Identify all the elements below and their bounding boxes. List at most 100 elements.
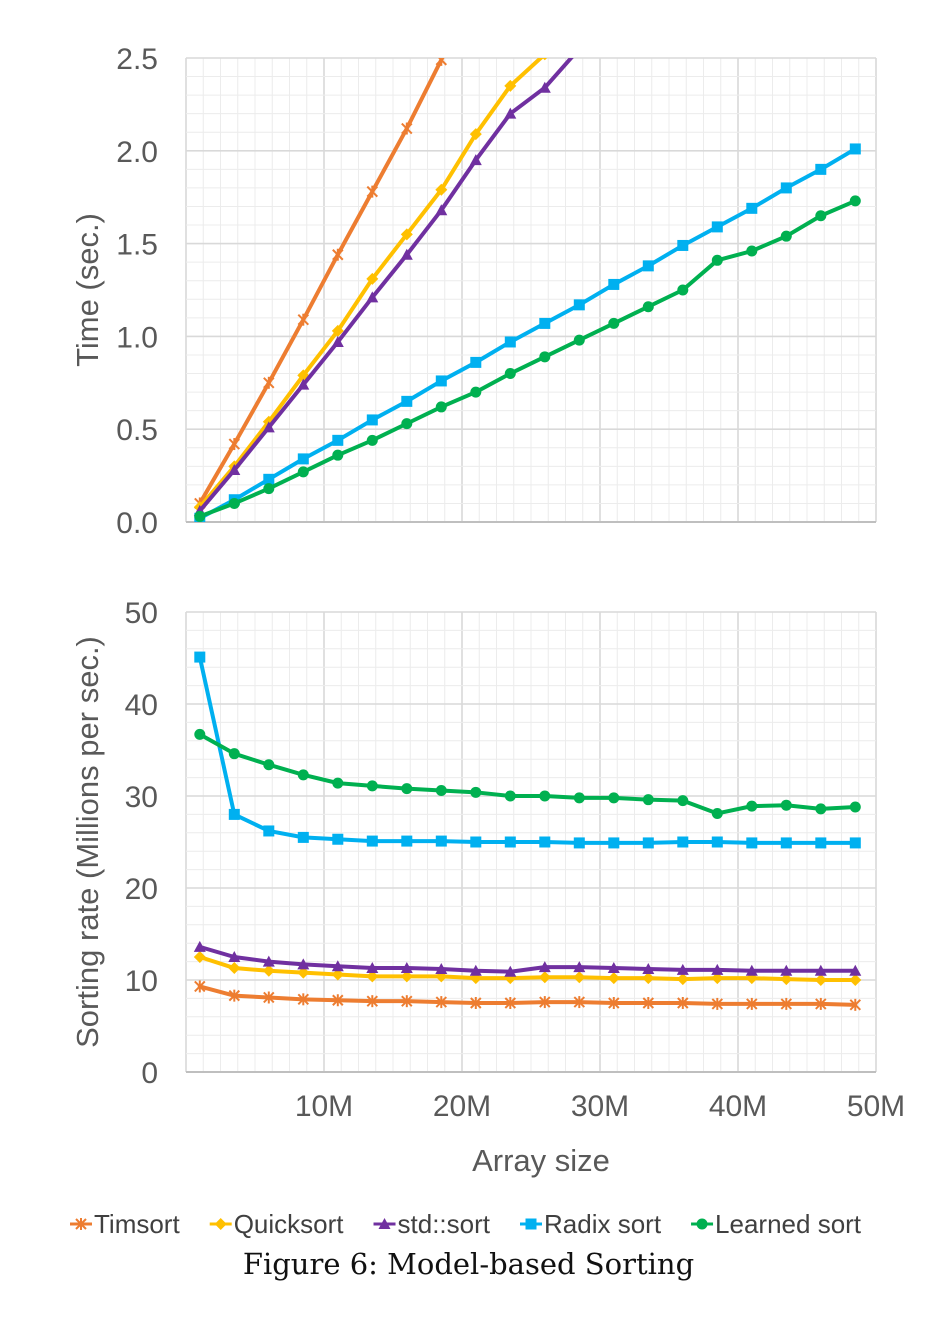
time-point-radix-sort — [366, 414, 378, 426]
time-point-radix-sort — [401, 395, 413, 407]
rate-point-timsort — [849, 998, 862, 1011]
rate-point-std-sort — [504, 965, 517, 977]
rate-point-radix-sort — [228, 808, 240, 820]
time-point-radix-sort — [642, 260, 654, 272]
legend-item-radix-sort: Radix sort — [520, 1209, 662, 1239]
time-point-learned-sort — [504, 368, 516, 380]
time-grid — [185, 57, 877, 523]
rate-point-learned-sort — [677, 795, 689, 807]
time-point-std-sort — [435, 204, 448, 216]
time-point-quicksort — [366, 272, 379, 285]
rate-x-tick-label: 50M — [847, 1090, 905, 1123]
rate-point-timsort — [746, 997, 758, 1010]
time-point-timsort — [435, 58, 448, 66]
rate-point-timsort — [194, 980, 206, 993]
time-point-std-sort — [228, 464, 241, 476]
time-point-radix-sort — [435, 375, 447, 387]
time-point-radix-sort — [815, 163, 827, 175]
rate-point-timsort — [297, 993, 310, 1006]
legend-item-std-sort: std::sort — [373, 1209, 491, 1239]
rate-point-learned-sort — [780, 799, 792, 811]
rate-x-tick-label: 40M — [709, 1090, 767, 1123]
rate-point-learned-sort — [263, 759, 275, 771]
time-point-std-sort — [366, 291, 379, 303]
rate-point-radix-sort — [297, 831, 309, 843]
rate-point-std-sort — [400, 962, 413, 974]
rate-point-learned-sort — [815, 803, 827, 815]
rate-x-tick-label: 10M — [295, 1090, 353, 1123]
time-point-radix-sort — [297, 453, 309, 465]
rate-series-learned-sort — [194, 728, 861, 819]
rate-series-radix-sort — [194, 651, 861, 849]
rate-point-quicksort — [642, 972, 655, 985]
rate-line-learned-sort — [197, 732, 858, 816]
rate-point-std-sort — [262, 955, 275, 967]
time-point-learned-sort — [642, 301, 654, 313]
legend-marker-learned-sort — [696, 1218, 708, 1230]
time-point-radix-sort — [470, 356, 482, 368]
rate-point-timsort — [435, 996, 448, 1009]
rate-y-tick-label: 20 — [125, 873, 158, 906]
time-point-std-sort — [504, 107, 517, 119]
rate-point-timsort — [815, 997, 827, 1010]
time-y-tick-label: 1.0 — [116, 321, 158, 354]
rate-point-std-sort — [297, 958, 310, 970]
rate-series-timsort — [194, 980, 862, 1011]
rate-point-radix-sort — [849, 837, 861, 849]
rate-point-std-sort — [849, 964, 862, 976]
rate-point-learned-sort — [332, 777, 344, 789]
time-point-learned-sort — [401, 418, 413, 430]
rate-point-radix-sort — [366, 835, 378, 847]
time-series-std-sort — [193, 43, 585, 516]
rate-point-radix-sort — [332, 833, 344, 845]
rate-point-quicksort — [607, 972, 620, 985]
rate-point-radix-sort — [677, 836, 689, 848]
time-line-quicksort — [197, 58, 544, 510]
time-point-timsort — [228, 438, 241, 451]
rate-point-std-sort — [469, 964, 482, 976]
time-point-std-sort — [573, 43, 585, 54]
time-series-quicksort — [193, 58, 548, 514]
legend-item-learned-sort: Learned sort — [691, 1209, 862, 1239]
rate-y-tick-label: 40 — [125, 689, 158, 722]
rate-series-std-sort — [193, 940, 862, 977]
rate-line-radix-sort — [197, 655, 858, 845]
time-point-quicksort — [400, 228, 413, 241]
time-point-learned-sort — [815, 210, 827, 222]
time-point-learned-sort — [297, 466, 309, 478]
rate-point-timsort — [539, 996, 551, 1009]
rate-point-quicksort — [193, 951, 206, 963]
time-point-radix-sort — [504, 336, 516, 348]
legend-label-quicksort: Quicksort — [234, 1209, 345, 1239]
time-point-learned-sort — [573, 334, 585, 346]
rate-point-radix-sort — [573, 837, 585, 849]
rate-point-quicksort — [262, 964, 275, 977]
legend: Timsort Quicksort std::sort Radix sort Learn… — [70, 1209, 862, 1239]
time-point-learned-sort — [849, 195, 861, 207]
rate-point-learned-sort — [366, 780, 378, 792]
rate-point-std-sort — [435, 962, 448, 974]
rate-point-quicksort — [849, 974, 862, 986]
time-point-std-sort — [469, 154, 482, 166]
time-y-axis-title: Time (sec.) — [70, 213, 105, 367]
time-point-quicksort — [435, 183, 448, 196]
time-point-learned-sort — [470, 386, 482, 398]
rate-point-timsort — [366, 995, 379, 1008]
time-point-timsort — [366, 185, 379, 198]
rate-point-quicksort — [228, 962, 241, 975]
rate-point-radix-sort — [470, 836, 482, 848]
rate-point-std-sort — [193, 940, 206, 952]
rate-point-learned-sort — [608, 792, 620, 804]
rate-point-learned-sort — [297, 769, 309, 781]
rate-point-quicksort — [297, 966, 310, 979]
rate-point-radix-sort — [642, 837, 654, 849]
rate-point-std-sort — [780, 964, 793, 976]
rate-point-timsort — [677, 997, 689, 1009]
time-point-std-sort — [400, 248, 413, 260]
rate-point-std-sort — [676, 963, 689, 975]
time-point-quicksort — [504, 79, 517, 92]
rate-point-timsort — [608, 997, 620, 1009]
rate-line-timsort — [197, 984, 858, 1007]
rate-point-timsort — [573, 996, 586, 1009]
time-plot-area — [193, 43, 861, 522]
